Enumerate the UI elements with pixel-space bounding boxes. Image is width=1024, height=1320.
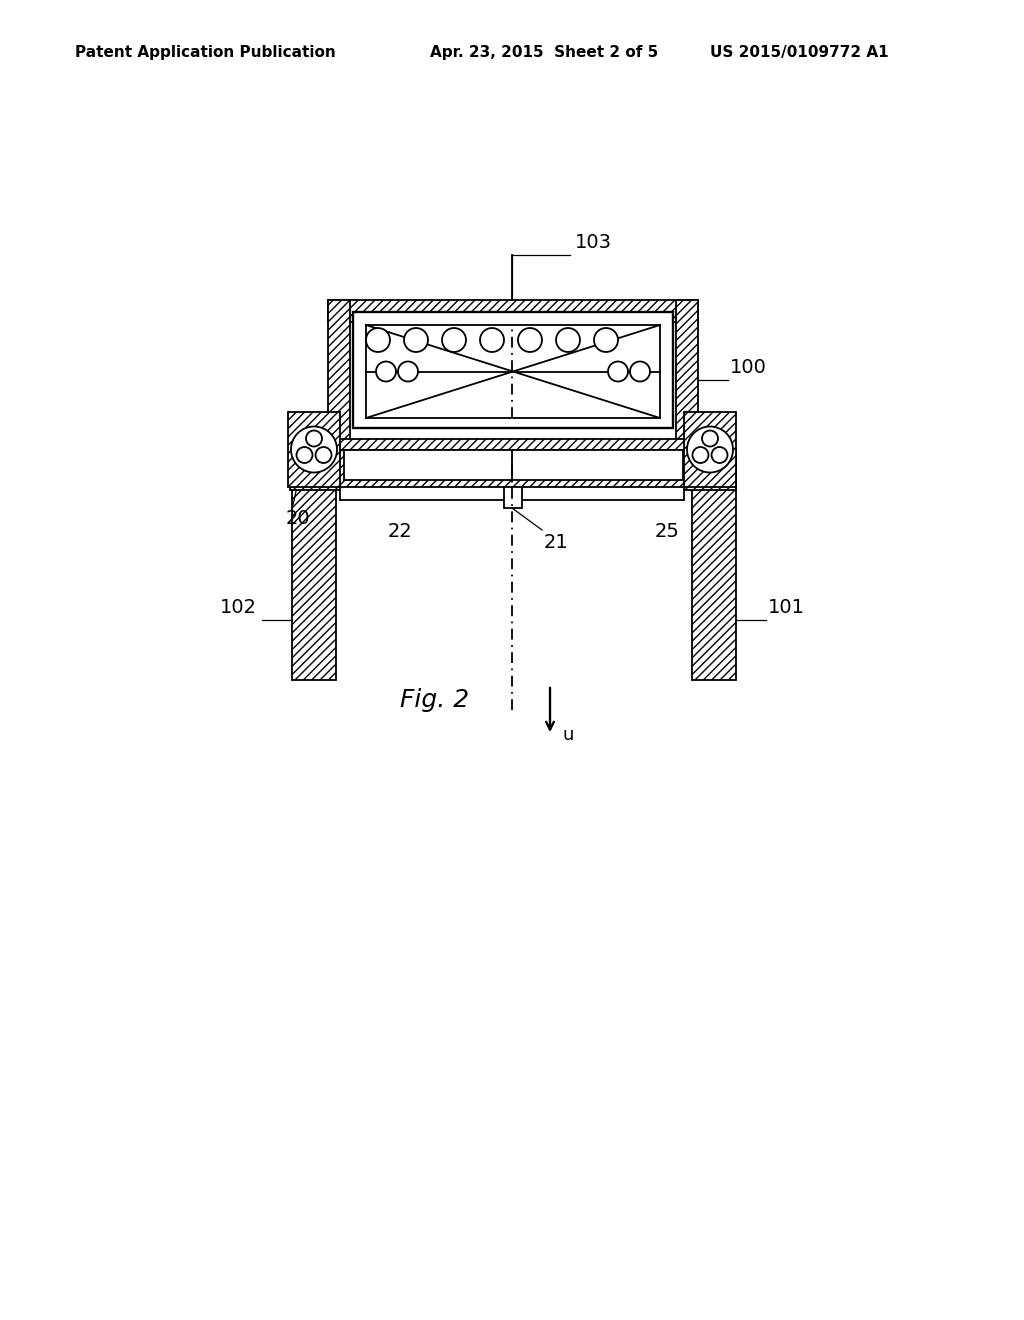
Bar bbox=[692, 484, 736, 680]
Bar bbox=[328, 440, 698, 450]
Circle shape bbox=[315, 447, 332, 463]
Text: 102: 102 bbox=[220, 598, 257, 616]
Circle shape bbox=[692, 447, 709, 463]
Circle shape bbox=[291, 426, 337, 473]
Circle shape bbox=[630, 362, 650, 381]
Bar bbox=[676, 300, 698, 450]
Text: u: u bbox=[563, 726, 574, 744]
Text: US 2015/0109772 A1: US 2015/0109772 A1 bbox=[710, 45, 889, 59]
Circle shape bbox=[297, 447, 312, 463]
Text: 20: 20 bbox=[286, 510, 310, 528]
Bar bbox=[344, 450, 683, 480]
Circle shape bbox=[712, 447, 727, 463]
Circle shape bbox=[404, 327, 428, 352]
Bar bbox=[340, 487, 684, 500]
Bar bbox=[328, 300, 350, 450]
Bar bbox=[353, 312, 673, 428]
Circle shape bbox=[376, 362, 396, 381]
Circle shape bbox=[594, 327, 618, 352]
Bar bbox=[504, 487, 522, 508]
Text: 3: 3 bbox=[547, 441, 559, 459]
Text: Apr. 23, 2015  Sheet 2 of 5: Apr. 23, 2015 Sheet 2 of 5 bbox=[430, 45, 658, 59]
Text: 21: 21 bbox=[544, 533, 568, 552]
Circle shape bbox=[398, 362, 418, 381]
Circle shape bbox=[687, 426, 733, 473]
Bar bbox=[684, 412, 736, 487]
Bar bbox=[366, 325, 660, 418]
Text: Fig. 2: Fig. 2 bbox=[400, 688, 469, 711]
Text: 22: 22 bbox=[388, 521, 413, 541]
Bar bbox=[288, 412, 340, 487]
Text: -23: -23 bbox=[432, 441, 464, 459]
Circle shape bbox=[442, 327, 466, 352]
Circle shape bbox=[366, 327, 390, 352]
Bar bbox=[328, 300, 698, 322]
Text: 101: 101 bbox=[768, 598, 805, 616]
Bar bbox=[290, 450, 736, 490]
Text: Patent Application Publication: Patent Application Publication bbox=[75, 45, 336, 59]
Bar bbox=[292, 484, 336, 680]
Circle shape bbox=[306, 430, 322, 446]
Circle shape bbox=[518, 327, 542, 352]
Circle shape bbox=[480, 327, 504, 352]
Circle shape bbox=[556, 327, 580, 352]
Circle shape bbox=[702, 430, 718, 446]
Text: 103: 103 bbox=[575, 234, 612, 252]
Text: 100: 100 bbox=[730, 358, 767, 378]
Text: 25: 25 bbox=[655, 521, 680, 541]
Circle shape bbox=[608, 362, 628, 381]
